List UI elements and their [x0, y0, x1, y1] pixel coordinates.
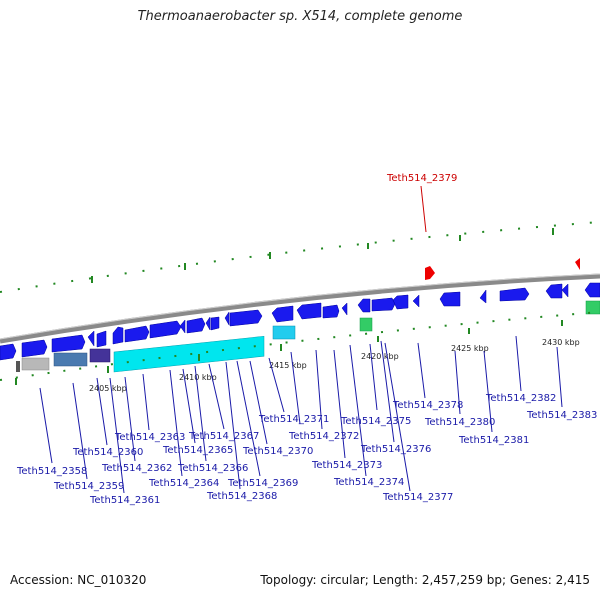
gene-label-2370[interactable]: Teth514_2370 — [242, 446, 313, 457]
gene-label-2375[interactable]: Teth514_2375 — [340, 416, 411, 427]
kbp-label-2420: 2420 kbp — [361, 352, 399, 361]
highlighted-gene-2379[interactable] — [425, 266, 435, 280]
map-title: Thermoanaerobacter sp. X514, complete ge… — [137, 9, 463, 24]
gene-label-2382[interactable]: Teth514_2382 — [485, 393, 556, 404]
highlighted-gene-right[interactable] — [575, 258, 580, 270]
gene-callout-lines — [39, 335, 563, 494]
gene-label-2377[interactable]: Teth514_2377 — [382, 492, 453, 503]
gene-label-2361[interactable]: Teth514_2361 — [89, 495, 160, 506]
accession-label: Accession: NC_010320 — [10, 573, 147, 587]
gene-label-2374[interactable]: Teth514_2374 — [333, 477, 404, 488]
genome-backbone — [0, 273, 600, 344]
outer-ring-long-ticks — [91, 228, 554, 283]
gene-label-2365[interactable]: Teth514_2365 — [162, 445, 233, 456]
rna-feature-small[interactable] — [272, 325, 296, 340]
kbp-label-2415: 2415 kbp — [269, 361, 307, 370]
kbp-label-2425: 2425 kbp — [451, 344, 489, 353]
highlight-callout-line — [420, 185, 427, 233]
gene-label-2367[interactable]: Teth514_2367 — [188, 431, 259, 442]
gene-label-2378[interactable]: Teth514_2378 — [392, 400, 463, 411]
gene-label-2371[interactable]: Teth514_2371 — [258, 414, 329, 425]
gene-label-2362[interactable]: Teth514_2362 — [101, 463, 172, 474]
gene-label-2373[interactable]: Teth514_2373 — [311, 460, 382, 471]
gene-label-2363[interactable]: Teth514_2363 — [114, 432, 185, 443]
kbp-label-2405: 2405 kbp — [89, 384, 127, 393]
steelblue-feature[interactable] — [53, 352, 88, 367]
forward-strand-genes — [0, 282, 600, 361]
gene-label-2358[interactable]: Teth514_2358 — [16, 466, 87, 477]
dark-feature[interactable] — [16, 361, 20, 372]
green-feature-right[interactable] — [585, 300, 600, 315]
gene-label-2366[interactable]: Teth514_2366 — [177, 463, 248, 474]
rna-feature-cluster[interactable] — [113, 335, 265, 373]
gene-label-2380[interactable]: Teth514_2380 — [424, 417, 495, 428]
gene-label-2376[interactable]: Teth514_2376 — [360, 444, 431, 455]
gene-label-2383[interactable]: Teth514_2383 — [526, 410, 597, 421]
highlight-gene-label[interactable]: Teth514_2379 — [386, 173, 457, 184]
gene-label-2372[interactable]: Teth514_2372 — [288, 431, 359, 442]
gene-label-2369[interactable]: Teth514_2369 — [227, 478, 298, 489]
kbp-label-2410: 2410 kbp — [179, 373, 217, 382]
gene-label-2368[interactable]: Teth514_2368 — [206, 491, 277, 502]
topology-label: Topology: circular; Length: 2,457,259 bp… — [260, 573, 590, 587]
kbp-label-2430: 2430 kbp — [542, 338, 580, 347]
green-feature-left[interactable] — [359, 317, 373, 332]
gene-label-2360[interactable]: Teth514_2360 — [72, 447, 143, 458]
inner-ring-long-ticks — [15, 320, 563, 385]
gene-label-2381[interactable]: Teth514_2381 — [458, 435, 529, 446]
gene-label-2359[interactable]: Teth514_2359 — [53, 481, 124, 492]
gene-label-2364[interactable]: Teth514_2364 — [148, 478, 219, 489]
purple-feature[interactable] — [89, 348, 111, 363]
grey-feature[interactable] — [21, 357, 50, 371]
